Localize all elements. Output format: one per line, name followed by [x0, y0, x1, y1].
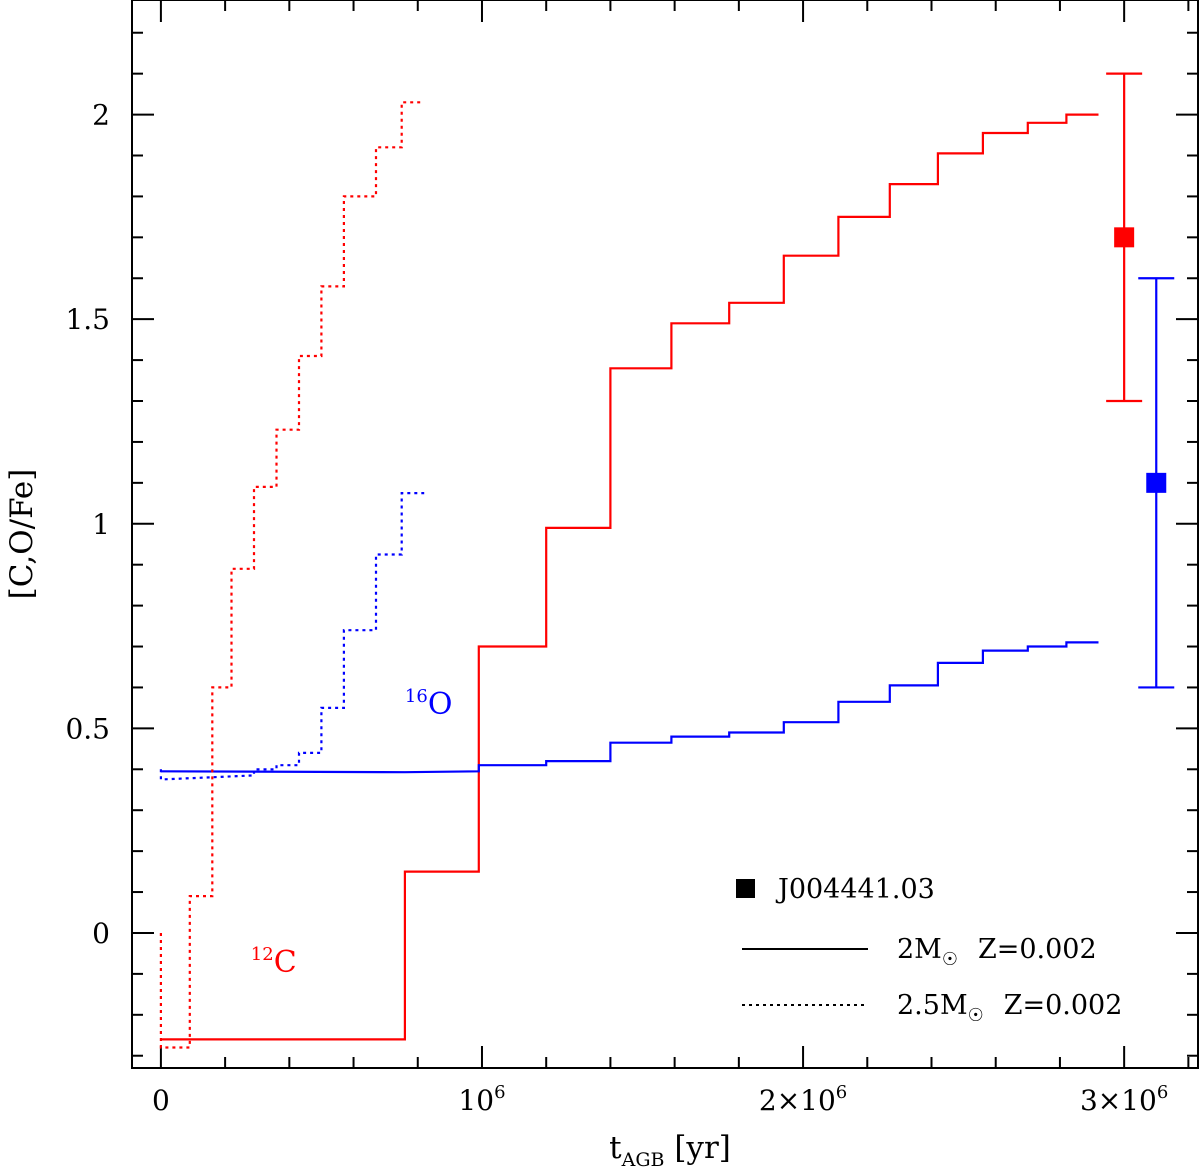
y-axis-title: [C,O/Fe] — [4, 469, 40, 600]
x-tick-label: 2×106 — [759, 1082, 847, 1117]
obs-point-0 — [1114, 227, 1134, 247]
series-line-2 — [161, 102, 424, 1047]
obs-point-1 — [1146, 473, 1166, 493]
x-axis-title: tAGB [yr] — [609, 1130, 731, 1171]
legend-label-observation: J004441.03 — [775, 874, 935, 905]
annotation-12c: 12C — [251, 944, 297, 980]
x-tick-label: 106 — [458, 1082, 505, 1117]
chart: 0 0.5 1 1.5 2 0 106 2×106 3×106 [C,O/Fe] tAGB [… — [0, 0, 1200, 1172]
y-tick-label: 2 — [92, 99, 110, 132]
axis-ticks — [132, 0, 1198, 1068]
legend-label-solid: 2M☉ Z=0.002 — [897, 934, 1097, 970]
y-tick-label: 1.5 — [65, 303, 110, 336]
annotation-16o: 16O — [405, 686, 453, 722]
legend: J004441.03 2M☉ Z=0.002 2.5M☉ Z=0.002 — [736, 874, 1122, 1026]
series-line-0 — [161, 115, 1099, 1040]
plot-frame — [132, 0, 1198, 1068]
x-tick-labels: 0 106 2×106 3×106 — [152, 1082, 1168, 1117]
legend-marker-square — [736, 879, 755, 898]
series-line-1 — [161, 642, 1099, 772]
series-line-3 — [161, 493, 424, 779]
legend-label-dotted: 2.5M☉ Z=0.002 — [897, 990, 1122, 1026]
x-tick-label: 3×106 — [1080, 1082, 1168, 1117]
y-tick-label: 1 — [92, 508, 110, 541]
y-tick-label: 0.5 — [65, 712, 110, 745]
observations-layer — [1106, 74, 1174, 688]
x-tick-label: 0 — [152, 1084, 170, 1117]
series-layer — [161, 102, 1099, 1047]
y-tick-label: 0 — [92, 917, 110, 950]
y-tick-labels: 0 0.5 1 1.5 2 — [65, 99, 110, 950]
